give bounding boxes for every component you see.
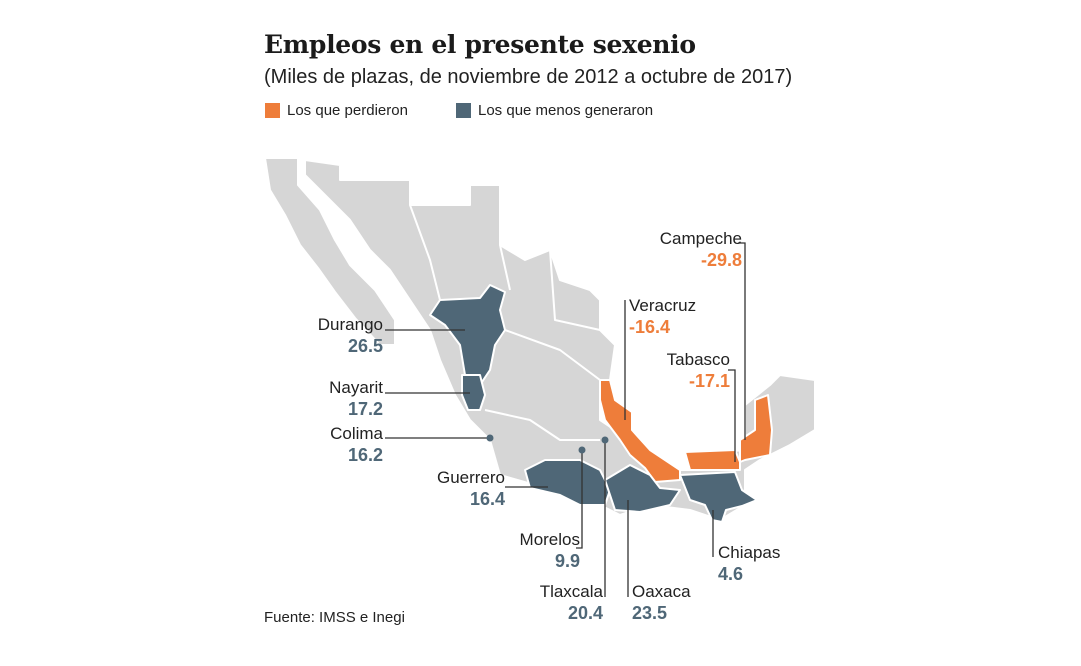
state-chiapas: [679, 471, 758, 523]
label-chiapas: Chiapas 4.6: [718, 543, 780, 585]
source-note: Fuente: IMSS e Inegi: [264, 609, 405, 626]
leader-campeche: [738, 242, 746, 440]
label-morelos: Morelos 9.9: [520, 530, 580, 572]
state-oaxaca: [604, 464, 681, 513]
map-subtitle: (Miles de plazas, de noviembre de 2012 a…: [264, 66, 793, 88]
legend-item-lost: Los que perdieron: [265, 102, 408, 119]
legend-swatch-orange: [265, 103, 280, 118]
state-value: 9.9: [554, 551, 580, 571]
state-durango: [429, 284, 506, 386]
morelos-marker: [578, 446, 586, 454]
region-mainland: [304, 159, 816, 521]
state-border: [504, 329, 601, 381]
state-name: Oaxaca: [632, 582, 691, 601]
state-name: Morelos: [519, 530, 580, 549]
state-name: Campeche: [659, 229, 742, 248]
state-campeche: [739, 394, 773, 463]
state-value: 26.5: [347, 336, 383, 356]
state-name: Colima: [330, 424, 383, 443]
state-name: Veracruz: [629, 296, 697, 315]
label-guerrero: Guerrero 16.4: [437, 468, 505, 510]
state-tabasco: [684, 449, 741, 471]
leader-tabasco: [728, 369, 736, 462]
label-oaxaca: Oaxaca 23.5: [632, 582, 691, 624]
tlaxcala-marker: [601, 436, 609, 444]
label-durango: Durango 26.5: [318, 315, 383, 357]
map-title: Empleos en el presente sexenio: [264, 30, 696, 59]
state-border: [409, 204, 441, 301]
label-veracruz: Veracruz -16.4: [629, 296, 696, 338]
state-value: 17.2: [347, 399, 383, 419]
label-nayarit: Nayarit 17.2: [329, 378, 383, 420]
legend-label: Los que perdieron: [287, 102, 408, 119]
region-baja-california: [264, 157, 396, 346]
state-value: -16.4: [629, 317, 671, 337]
state-name: Tabasco: [666, 350, 730, 369]
label-colima: Colima 16.2: [330, 424, 383, 466]
label-tlaxcala: Tlaxcala 20.4: [540, 582, 603, 624]
label-tabasco: Tabasco -17.1: [667, 350, 730, 392]
state-border: [484, 409, 600, 441]
state-name: Tlaxcala: [539, 582, 603, 601]
legend-item-least: Los que menos generaron: [456, 102, 653, 119]
state-name: Chiapas: [718, 543, 781, 562]
leader-morelos: [576, 450, 583, 549]
legend-label: Los que menos generaron: [478, 102, 654, 119]
colima-marker: [486, 434, 494, 442]
state-name: Nayarit: [329, 378, 383, 397]
state-value: 16.2: [347, 445, 383, 465]
state-value: -17.1: [688, 371, 730, 391]
legend-swatch-blue: [456, 103, 471, 118]
state-value: 23.5: [632, 603, 668, 623]
state-value: -29.8: [700, 250, 742, 270]
label-campeche: Campeche -29.8: [660, 229, 742, 271]
state-name: Durango: [317, 315, 383, 334]
state-value: 16.4: [469, 489, 505, 509]
state-border: [549, 249, 601, 331]
state-value: 20.4: [567, 603, 603, 623]
state-border: [499, 244, 511, 291]
state-nayarit: [461, 374, 486, 411]
state-guerrero: [524, 459, 611, 506]
state-value: 4.6: [718, 564, 744, 584]
state-name: Guerrero: [436, 468, 505, 487]
